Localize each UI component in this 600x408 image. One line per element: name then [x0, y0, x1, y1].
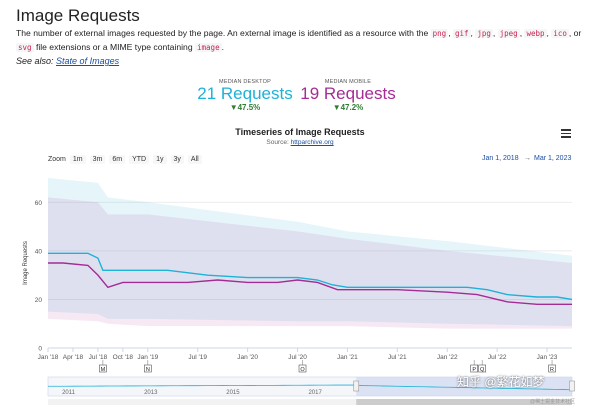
- description-or: , or: [568, 28, 582, 38]
- flag-label: P: [472, 367, 476, 373]
- x-tick-label: Apr '18: [63, 354, 84, 361]
- chart-source-label: Source:: [266, 139, 289, 146]
- ext-gif: gif: [452, 29, 471, 38]
- chart-menu-icon[interactable]: [561, 129, 571, 138]
- median-desktop-stat: MEDIAN DESKTOP 21 Requests ▼47.5%: [195, 79, 295, 112]
- y-tick-label: 20: [35, 297, 43, 304]
- median-mobile-change: ▼47.2%: [332, 103, 364, 112]
- median-desktop-change: ▼47.5%: [229, 103, 261, 112]
- flag-box: [144, 364, 152, 373]
- page-title: Image Requests: [16, 6, 140, 25]
- zoom-3m-button[interactable]: 3m: [89, 155, 106, 164]
- chart-title: Timeseries of Image Requests: [235, 127, 365, 137]
- series-line-0: [48, 252, 573, 301]
- y-tick-label: 40: [35, 248, 43, 255]
- x-tick-label: Jan '20: [237, 354, 258, 361]
- scrollbar-thumb[interactable]: [356, 399, 572, 405]
- see-also: See also: State of Images: [16, 56, 119, 66]
- median-mobile-label: MEDIAN MOBILE: [324, 79, 372, 85]
- x-tick-label: Jan '18: [38, 354, 59, 361]
- median-desktop-label: MEDIAN DESKTOP: [219, 79, 271, 85]
- flag-box: [470, 364, 478, 373]
- flag-label: R: [550, 367, 554, 373]
- percentile-band-0: [48, 178, 572, 327]
- description-text-2: file extensions or a MIME type containin…: [35, 41, 193, 52]
- zoom-1m-button[interactable]: 1m: [69, 155, 86, 164]
- x-tick-label: Jan '19: [137, 354, 158, 361]
- x-tick-label: Jul '22: [488, 354, 507, 361]
- x-tick-label: Jul '19: [188, 354, 207, 361]
- ext-png: png: [430, 29, 449, 38]
- chart-source-link[interactable]: httparchive.org: [290, 139, 334, 146]
- median-desktop-value: 21 Requests: [197, 84, 293, 103]
- navigator-selection: [356, 377, 572, 396]
- watermark: 知乎 @繁花如梦: [457, 375, 545, 389]
- ext-ico: ico: [551, 29, 569, 38]
- range-from-input[interactable]: Jan 1, 2018: [482, 155, 519, 162]
- x-tick-label: Jul '21: [388, 354, 407, 361]
- x-tick-label: Jan '22: [437, 354, 458, 361]
- ext-svg: svg: [16, 42, 34, 52]
- flag-label: O: [300, 367, 305, 373]
- watermark-small: @稀土掘金技术社区: [530, 399, 576, 405]
- x-tick-label: Jan '23: [537, 354, 558, 361]
- navigator-series: [47, 384, 573, 391]
- zoom-ytd-button[interactable]: YTD: [129, 155, 150, 164]
- flag-box: [99, 364, 107, 373]
- zoom-3y-button[interactable]: 3y: [170, 155, 184, 164]
- ext-webp: webp: [524, 29, 547, 38]
- chart-source: Source: httparchive.org: [0, 139, 600, 146]
- percentile-band-1: [48, 197, 572, 329]
- zoom-label: Zoom: [48, 156, 66, 163]
- range-arrow: →: [524, 155, 531, 162]
- flag-box: [478, 364, 486, 373]
- ext-jpg: jpg: [475, 29, 493, 38]
- x-tick-label: Jan '21: [337, 354, 358, 361]
- series-line-1: [48, 262, 572, 305]
- median-mobile-stat: MEDIAN MOBILE 19 Requests ▼47.2%: [298, 79, 398, 112]
- navigator-handle-0[interactable]: [353, 380, 360, 392]
- navigator-tick-label: 2015: [226, 390, 240, 396]
- zoom-bar: Zoom 1m 3m 6m YTD 1y 3y All: [48, 155, 202, 164]
- navigator-tick-label: 2013: [144, 390, 158, 396]
- flag-label: M: [101, 367, 106, 373]
- description-text: The number of external images requested …: [16, 28, 429, 38]
- flag-box: [298, 364, 307, 373]
- flag-box: [548, 364, 556, 373]
- zoom-all-button[interactable]: All: [187, 155, 202, 164]
- y-tick-label: 0: [38, 346, 42, 353]
- zoom-6m-button[interactable]: 6m: [109, 155, 126, 164]
- description-end: .: [221, 41, 224, 52]
- x-tick-label: Oct '18: [113, 354, 134, 361]
- scrollbar-track: [48, 399, 572, 405]
- zoom-1y-button[interactable]: 1y: [153, 155, 167, 164]
- x-tick-label: Jul '18: [89, 354, 108, 361]
- navigator-tick-label: 2011: [62, 390, 76, 396]
- description: The number of external images requested …: [16, 28, 582, 52]
- state-of-images-link[interactable]: State of Images: [56, 56, 120, 66]
- range-to-input[interactable]: Mar 1, 2023: [534, 155, 572, 162]
- ext-jpeg: jpeg: [497, 29, 520, 38]
- flag-label: N: [146, 367, 150, 373]
- x-tick-label: Jul '20: [288, 354, 307, 361]
- mime-image: image: [195, 42, 222, 52]
- y-tick-label: 60: [35, 200, 43, 207]
- navigator-tick-label: 2017: [308, 390, 322, 396]
- flag-label: Q: [480, 367, 485, 373]
- navigator-handle-1[interactable]: [569, 380, 575, 392]
- see-also-label: See also:: [16, 56, 54, 66]
- median-mobile-value: 19 Requests: [300, 84, 396, 103]
